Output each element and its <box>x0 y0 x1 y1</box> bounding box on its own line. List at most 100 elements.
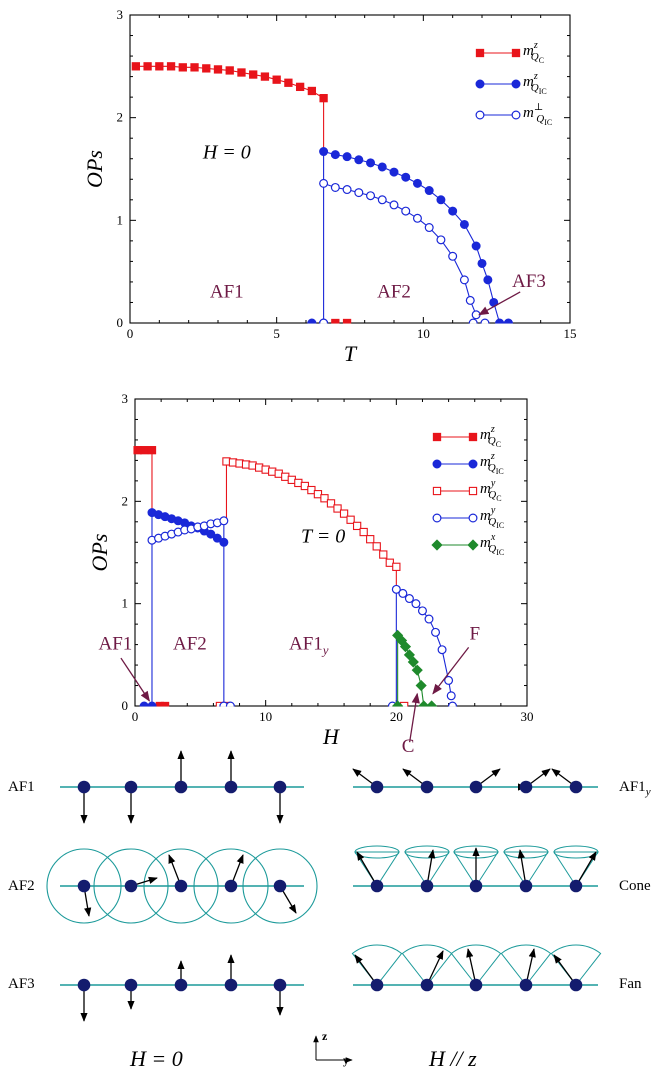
data-point <box>139 701 149 707</box>
spin-site-af1 <box>273 780 287 794</box>
data-point <box>391 584 401 594</box>
data-point <box>147 446 157 455</box>
fan-outline <box>401 944 453 986</box>
data-point <box>471 241 481 251</box>
spin-site-af2 <box>124 879 138 893</box>
x-tick-label: 10 <box>259 709 272 724</box>
data-point <box>295 82 305 92</box>
legend-entry-1: mz QIC <box>475 71 547 96</box>
legend-marker <box>511 110 521 120</box>
data-point <box>202 64 211 73</box>
data-point <box>359 527 368 537</box>
region-label-1: AF2 <box>377 281 411 302</box>
data-point <box>237 68 246 77</box>
spin-label-af1: AF1 <box>8 779 35 795</box>
data-point <box>424 186 434 196</box>
legend-marker <box>511 79 521 89</box>
spin-site-fan <box>519 978 533 992</box>
spin-site-af2 <box>77 879 91 893</box>
data-point <box>415 679 427 692</box>
series-0 <box>133 446 170 707</box>
legend-marker <box>468 459 478 469</box>
data-point <box>320 494 329 503</box>
fan-outline <box>550 944 602 986</box>
spin-arrow-cone <box>575 851 597 887</box>
y-tick-label: 1 <box>117 212 124 227</box>
legend-marker <box>468 432 478 442</box>
data-point <box>418 700 430 707</box>
data-point <box>468 318 478 324</box>
data-point <box>330 182 340 192</box>
data-point <box>354 188 364 198</box>
data-point <box>319 94 328 103</box>
condition-annotation: T = 0 <box>301 525 345 547</box>
spin-structure-panels: AF1 AF2 AF3 AF1y Cone Fan H = 0 H // z z… <box>8 750 651 1071</box>
data-point <box>436 235 446 245</box>
spin-site-af1y <box>469 780 483 794</box>
x-axis-label: T <box>344 341 358 366</box>
cone-outline <box>503 851 549 887</box>
series-4 <box>392 629 438 707</box>
fan-outline <box>450 944 502 986</box>
y-tick-label: 2 <box>122 493 129 508</box>
spin-site-fan <box>569 978 583 992</box>
data-point <box>143 62 152 71</box>
plot-frame <box>129 14 571 324</box>
spin-label-af2: AF2 <box>8 878 35 894</box>
x-tick-label: 5 <box>273 326 280 341</box>
data-point <box>219 516 229 526</box>
data-point <box>354 155 364 165</box>
data-point <box>411 599 421 609</box>
spin-site-af3 <box>273 978 287 992</box>
data-point <box>160 701 170 707</box>
x-tick-label: 0 <box>127 326 134 341</box>
data-point <box>147 701 157 707</box>
spin-site-af2 <box>273 879 287 893</box>
x-tick-label: 30 <box>521 709 534 724</box>
data-point <box>392 700 404 707</box>
data-point <box>212 533 222 543</box>
data-point <box>131 62 141 71</box>
data-point <box>495 318 505 324</box>
data-point <box>342 185 352 195</box>
data-point <box>249 70 258 79</box>
x-tick-label: 0 <box>132 709 139 724</box>
region-arrow <box>120 657 150 702</box>
data-point <box>333 504 342 513</box>
data-point <box>448 251 458 261</box>
region-label-1: AF2 <box>173 634 207 655</box>
legend-label-2: m⊥ QIC <box>523 102 552 127</box>
data-point <box>389 167 399 177</box>
x-tick-label: 10 <box>417 326 430 341</box>
spin-site-af3 <box>174 978 188 992</box>
data-point <box>407 656 419 668</box>
legend-entry-1: mz QIC <box>432 451 504 476</box>
data-point <box>366 191 376 201</box>
legend-entry-2: my QC <box>432 478 502 503</box>
cone-ellipse <box>553 845 599 859</box>
legend-marker <box>432 513 442 523</box>
legend-marker <box>432 459 442 469</box>
series-2 <box>319 178 490 324</box>
axis-z-label: z <box>322 1029 328 1043</box>
data-point <box>448 206 458 216</box>
region-arrow <box>409 692 420 743</box>
spin-site-af3 <box>124 978 138 992</box>
spin-site-fan <box>370 978 384 992</box>
series-3 <box>147 516 458 707</box>
region-arrow <box>432 647 470 695</box>
y-tick-label: 2 <box>117 110 124 125</box>
y-tick-label: 1 <box>122 596 129 611</box>
data-point <box>319 178 329 188</box>
data-point <box>403 649 415 661</box>
legend-entry-0: mz QC <box>432 424 501 449</box>
data-point <box>342 318 352 324</box>
region-arrow <box>478 291 521 316</box>
data-point <box>404 594 414 604</box>
data-point <box>139 446 149 455</box>
data-point <box>392 562 401 571</box>
data-point <box>437 645 447 655</box>
y-tick-label: 3 <box>117 7 124 22</box>
x-tick-label: 15 <box>564 326 577 341</box>
